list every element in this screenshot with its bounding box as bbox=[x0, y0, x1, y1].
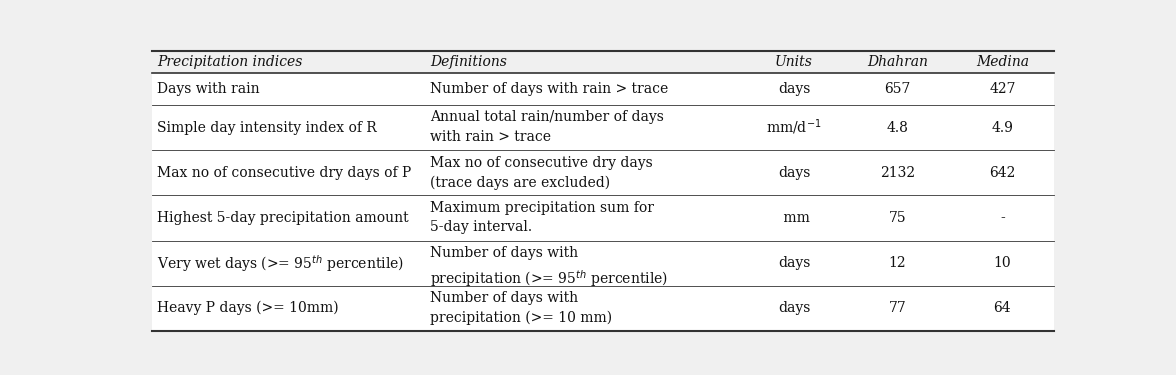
Text: 657: 657 bbox=[884, 82, 910, 96]
Text: Medina: Medina bbox=[976, 55, 1029, 69]
Text: 642: 642 bbox=[989, 166, 1016, 180]
Text: 427: 427 bbox=[989, 82, 1016, 96]
Text: Max no of consecutive dry days of P: Max no of consecutive dry days of P bbox=[158, 166, 412, 180]
Bar bbox=[152, 105, 1054, 150]
Text: 4.9: 4.9 bbox=[991, 121, 1014, 135]
Text: Number of days with
precipitation (>= 10 mm): Number of days with precipitation (>= 10… bbox=[430, 291, 613, 325]
Text: days: days bbox=[777, 82, 810, 96]
Text: Annual total rain/number of days
with rain > trace: Annual total rain/number of days with ra… bbox=[430, 110, 664, 144]
Bar bbox=[152, 51, 1054, 74]
Text: 2132: 2132 bbox=[880, 166, 915, 180]
Text: mm: mm bbox=[779, 211, 809, 225]
Text: Very wet days (>= 95$^{th}$ percentile): Very wet days (>= 95$^{th}$ percentile) bbox=[158, 253, 405, 273]
Text: days: days bbox=[777, 166, 810, 180]
Text: Days with rain: Days with rain bbox=[158, 82, 260, 96]
Text: Units: Units bbox=[775, 55, 813, 69]
Text: 77: 77 bbox=[889, 301, 907, 315]
Bar bbox=[152, 286, 1054, 331]
Bar bbox=[152, 195, 1054, 240]
Text: 10: 10 bbox=[994, 256, 1011, 270]
Text: days: days bbox=[777, 301, 810, 315]
Bar bbox=[152, 74, 1054, 105]
Text: 64: 64 bbox=[994, 301, 1011, 315]
Bar bbox=[152, 150, 1054, 195]
Text: Definitions: Definitions bbox=[430, 55, 507, 69]
Text: 4.8: 4.8 bbox=[887, 121, 909, 135]
Text: Heavy P days (>= 10mm): Heavy P days (>= 10mm) bbox=[158, 301, 339, 315]
Text: 12: 12 bbox=[889, 256, 907, 270]
Text: days: days bbox=[777, 256, 810, 270]
Text: Number of days with
precipitation (>= 95$^{th}$ percentile): Number of days with precipitation (>= 95… bbox=[430, 246, 668, 289]
Text: Simple day intensity index of R: Simple day intensity index of R bbox=[158, 121, 376, 135]
Bar bbox=[152, 240, 1054, 286]
Text: mm/d$^{-1}$: mm/d$^{-1}$ bbox=[767, 118, 822, 137]
Text: Max no of consecutive dry days
(trace days are excluded): Max no of consecutive dry days (trace da… bbox=[430, 156, 653, 190]
Text: -: - bbox=[1000, 211, 1004, 225]
Text: Dhahran: Dhahran bbox=[867, 55, 928, 69]
Text: Highest 5-day precipitation amount: Highest 5-day precipitation amount bbox=[158, 211, 408, 225]
Text: Number of days with rain > trace: Number of days with rain > trace bbox=[430, 82, 669, 96]
Text: 75: 75 bbox=[889, 211, 907, 225]
Text: Maximum precipitation sum for
5-day interval.: Maximum precipitation sum for 5-day inte… bbox=[430, 201, 655, 234]
Text: Precipitation indices: Precipitation indices bbox=[158, 55, 302, 69]
